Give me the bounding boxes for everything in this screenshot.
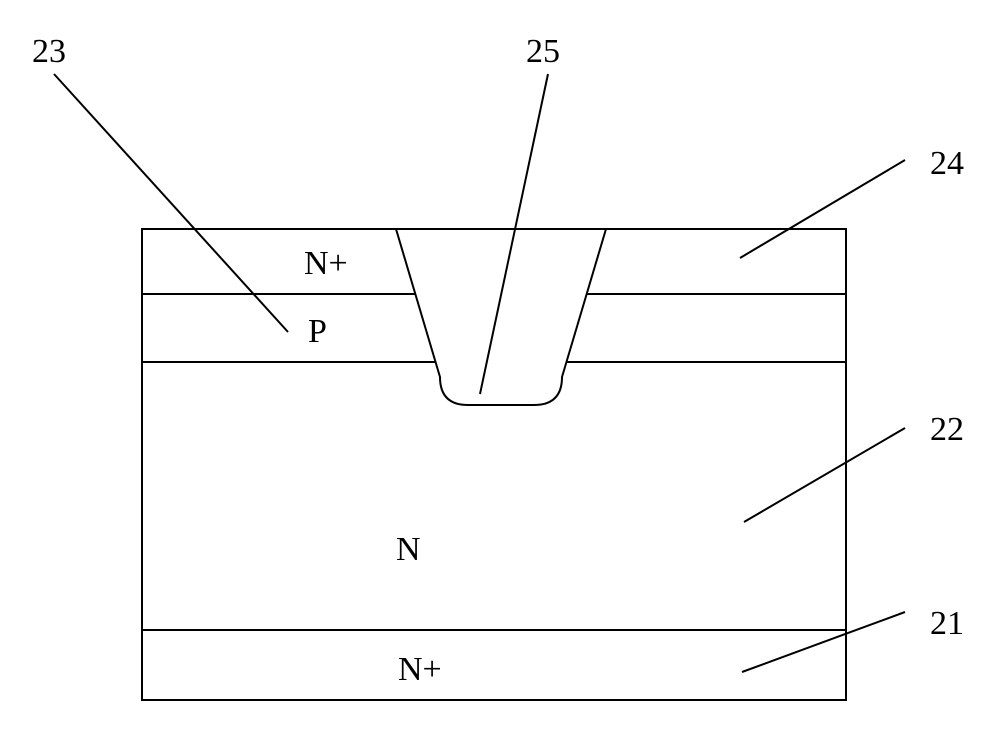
leader-l21 [742,612,905,672]
region-n_drift: N [396,531,421,568]
leader-l25 [480,74,548,394]
region-nplus_tl: N+ [304,245,348,282]
leader-l24 [740,160,905,258]
label-l25: 25 [526,33,560,70]
leader-l22 [744,428,905,522]
label-l22: 22 [930,411,964,448]
region-p_left: P [308,313,327,350]
label-l23: 23 [32,33,66,70]
region-nplus_bot: N+ [398,651,442,688]
label-l24: 24 [930,145,964,182]
trench-outline [396,229,606,405]
label-l21: 21 [930,605,964,642]
